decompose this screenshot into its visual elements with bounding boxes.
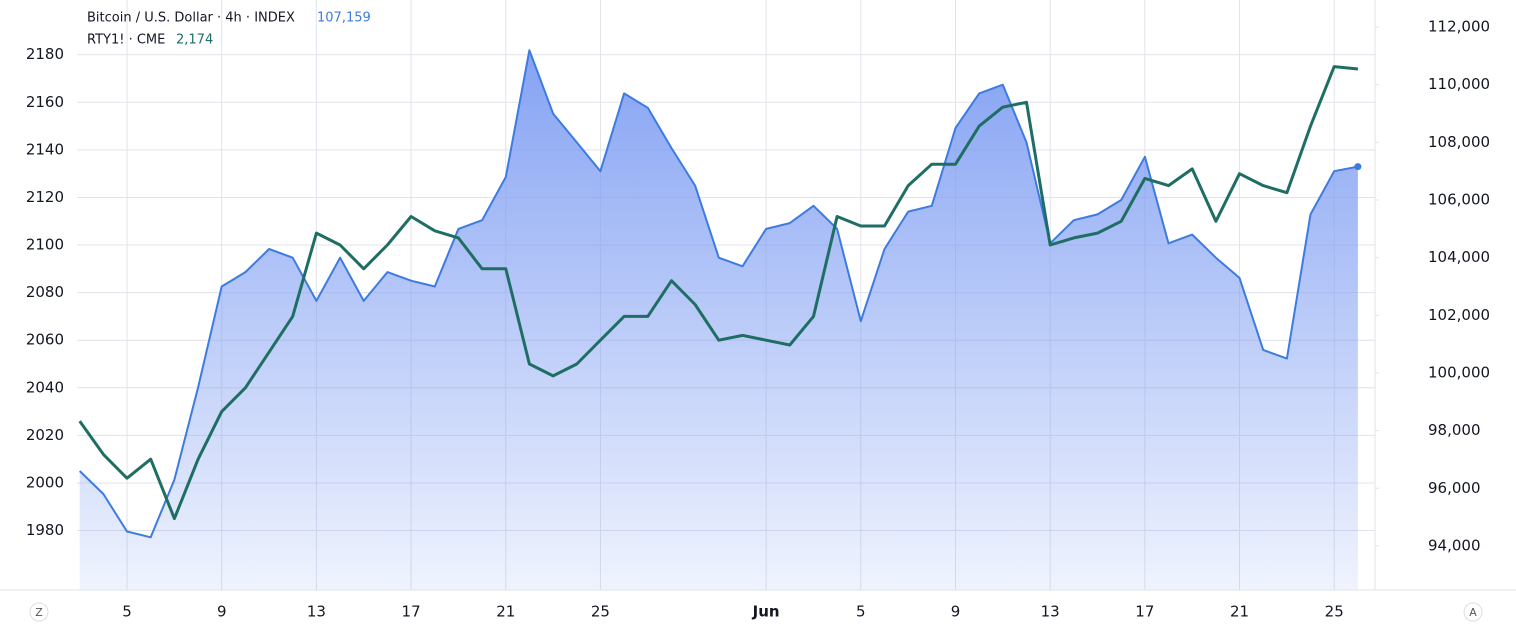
- area: [79, 50, 1358, 590]
- button[interactable]: [1463, 602, 1483, 622]
- x-tick-label: 21: [496, 603, 515, 621]
- series-line: [79, 49, 1359, 539]
- y2-tick-label: 112,000: [1428, 18, 1490, 36]
- x-tick-label: 9: [217, 603, 227, 621]
- y2-tick-label: 110,000: [1428, 75, 1490, 93]
- x-tick-label: 5: [856, 603, 866, 621]
- x-tick-label: 9: [951, 603, 961, 621]
- x-tick-label: 25: [1325, 603, 1344, 621]
- x-tick-label: 25: [591, 603, 610, 621]
- x-tick-label: 5: [122, 603, 132, 621]
- y-tick-label: 2000: [26, 473, 64, 491]
- y-tick-label: 2140: [26, 140, 64, 158]
- y2-tick-label: 108,000: [1428, 133, 1490, 151]
- x-tick-label: Jun: [752, 603, 780, 621]
- last-value: 2,174: [176, 33, 213, 48]
- button-label[interactable]: Z: [35, 606, 43, 619]
- y2-tick-label: 104,000: [1428, 248, 1490, 266]
- y-tick-label: 2060: [26, 331, 64, 349]
- chart-subtitle: RTY1! · CME: [87, 33, 165, 48]
- y-tick-label: 2160: [26, 93, 64, 111]
- y2-tick-label: 96,000: [1428, 479, 1481, 497]
- y-tick-label: 1980: [26, 521, 64, 539]
- y2-tick-label: 102,000: [1428, 306, 1490, 324]
- y-tick-label: 2040: [26, 378, 64, 396]
- y-tick-label: 2080: [26, 283, 64, 301]
- y2-tick-label: 106,000: [1428, 191, 1490, 209]
- y-tick-label: 2180: [26, 45, 64, 63]
- button[interactable]: [29, 602, 49, 622]
- last-value: 107,159: [317, 11, 371, 26]
- y-tick-label: 2120: [26, 188, 64, 206]
- button-label[interactable]: A: [1469, 606, 1477, 619]
- series-line: [78, 65, 1359, 521]
- x-tick-label: 17: [402, 603, 421, 621]
- y2-tick-label: 100,000: [1428, 363, 1490, 381]
- x-tick-label: 13: [1041, 603, 1060, 621]
- plot-area: [77, 0, 1375, 590]
- y-tick-label: 2100: [26, 236, 64, 254]
- last-point: [1354, 163, 1362, 171]
- x-tick-label: 21: [1230, 603, 1249, 621]
- y-tick-label: 2020: [26, 426, 64, 444]
- y2-tick-label: 94,000: [1428, 536, 1481, 554]
- x-tick-label: 17: [1135, 603, 1154, 621]
- y2-tick-label: 98,000: [1428, 421, 1481, 439]
- x-tick-label: 13: [307, 603, 326, 621]
- chart-title: Bitcoin / U.S. Dollar · 4h · INDEX: [87, 11, 295, 26]
